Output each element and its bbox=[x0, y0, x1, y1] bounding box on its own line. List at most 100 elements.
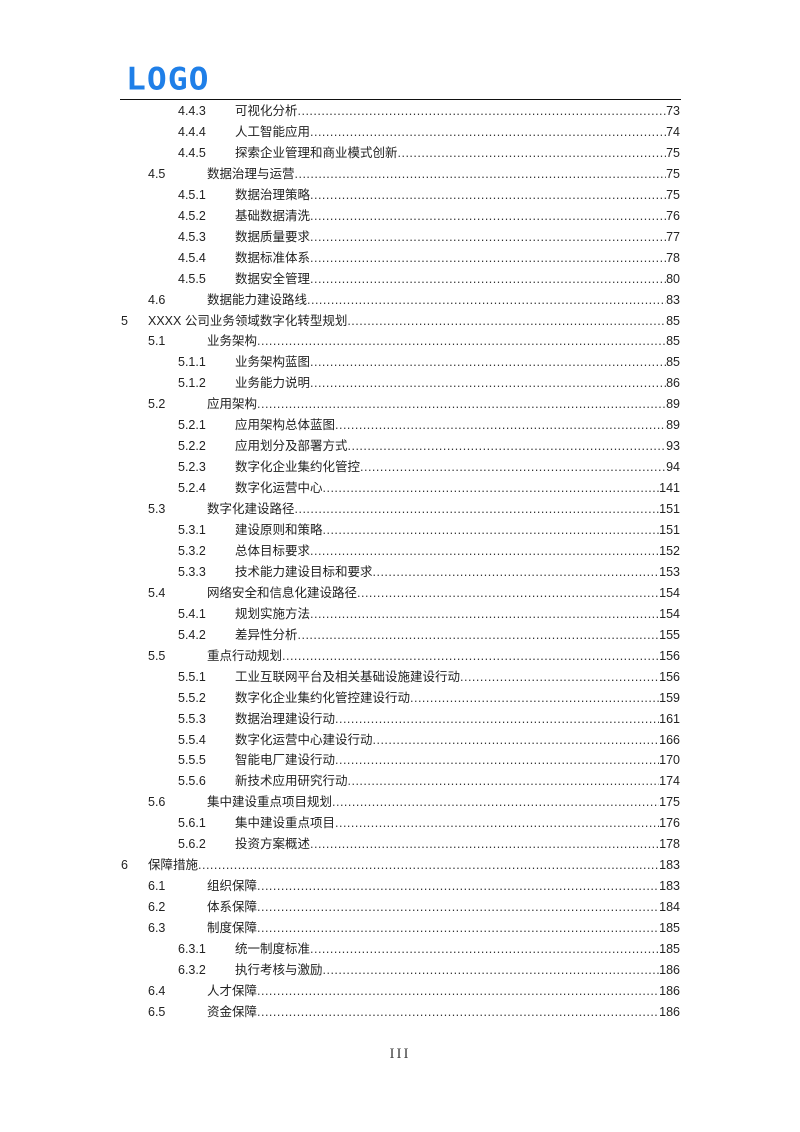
toc-entry[interactable]: 6.2 体系保障.................................… bbox=[148, 897, 680, 917]
toc-entry[interactable]: 4.5.3 数据质量要求.............................… bbox=[178, 227, 680, 247]
toc-entry[interactable]: 4.5.4 数据标准体系.............................… bbox=[178, 248, 680, 268]
toc-entry[interactable]: 4.5.1 数据治理策略.............................… bbox=[178, 185, 680, 205]
toc-entry[interactable]: 4.4.5 探索企业管理和商业模式创新......................… bbox=[178, 143, 680, 163]
toc-entry-title: 业务架构蓝图 bbox=[235, 355, 311, 370]
toc-entry[interactable]: 5.2.4 数字化运营中心............................… bbox=[178, 478, 680, 498]
toc-entry-number: 6.3.2 bbox=[178, 962, 206, 977]
toc-entry-number: 5.4.1 bbox=[178, 606, 206, 621]
toc-entry-number: 5.5.3 bbox=[178, 711, 206, 726]
toc-entry-page: 77 bbox=[666, 229, 680, 244]
toc-entry[interactable]: 5.4 网络安全和信息化建设路径.........................… bbox=[148, 583, 680, 603]
toc-entry-number: 5.1.1 bbox=[178, 355, 206, 370]
toc-entry[interactable]: 4.5.5 数据安全管理.............................… bbox=[178, 269, 680, 289]
toc-entry[interactable]: 5.2.2 应用划分及部署方式..........................… bbox=[178, 436, 680, 456]
toc-entry-number: 5.3.2 bbox=[178, 543, 206, 558]
toc-entry-title: 体系保障 bbox=[207, 900, 258, 915]
toc-entry[interactable]: 5.5 重点行动规划...............................… bbox=[148, 646, 680, 666]
toc-entry[interactable]: 5.3.2 总体目标要求.............................… bbox=[178, 541, 680, 561]
toc-entry[interactable]: 5.6.2 投资方案概述.............................… bbox=[178, 834, 680, 854]
toc-entry[interactable]: 4.5.2 基础数据清洗.............................… bbox=[178, 206, 680, 226]
dot-leader: ........................................… bbox=[310, 250, 666, 265]
toc-entry[interactable]: 5.5.6 新技术应用研究行动..........................… bbox=[178, 771, 680, 791]
toc-entry[interactable]: 5.3 数字化建设路径..............................… bbox=[148, 499, 680, 519]
toc-entry-number: 6.1 bbox=[148, 879, 166, 894]
toc-entry[interactable]: 5.2 应用架构.................................… bbox=[148, 394, 680, 414]
toc-entry-page: 185 bbox=[659, 942, 680, 956]
toc-entry-page: 183 bbox=[659, 858, 680, 873]
toc-entry-title: 规划实施方法 bbox=[235, 606, 311, 621]
toc-entry-page: 152 bbox=[659, 543, 680, 558]
toc-entry[interactable]: 5.1.2 业务能力说明.............................… bbox=[178, 373, 680, 393]
dot-leader: ........................................… bbox=[410, 690, 659, 705]
dot-leader: ........................................… bbox=[297, 627, 660, 642]
toc-entry[interactable]: 4.4.3 可视化分析..............................… bbox=[178, 101, 680, 121]
toc-entry-page: 80 bbox=[666, 271, 680, 286]
toc-entry[interactable]: 5.5.5 智能电厂建设行动...........................… bbox=[178, 750, 680, 770]
toc-entry[interactable]: 6.3 制度保障.................................… bbox=[148, 918, 680, 938]
toc-entry-title: 总体目标要求 bbox=[235, 543, 311, 558]
toc-entry[interactable]: 4.4.4 人工智能应用.............................… bbox=[178, 122, 680, 142]
toc-entry-page: 184 bbox=[659, 900, 680, 915]
toc-entry-page: 141 bbox=[659, 481, 680, 496]
toc-entry-page: 89 bbox=[666, 397, 680, 412]
toc-entry-title: 集中建设重点项目 bbox=[235, 816, 336, 831]
toc-entry-page: 154 bbox=[659, 585, 680, 600]
toc-entry-number: 5.6 bbox=[148, 795, 166, 810]
toc-entry[interactable]: 6.4 人才保障.................................… bbox=[148, 981, 680, 1001]
dot-leader: ........................................… bbox=[347, 774, 660, 789]
toc-entry-page: 94 bbox=[666, 460, 680, 475]
toc-entry[interactable]: 6 保障措施...................................… bbox=[121, 855, 680, 875]
toc-entry-page: 85 bbox=[666, 313, 680, 328]
toc-entry-title: 人工智能应用 bbox=[235, 124, 311, 139]
toc-entry-page: 85 bbox=[666, 355, 680, 370]
toc-entry[interactable]: 5.5.2 数字化企业集约化管控建设行动.....................… bbox=[178, 688, 680, 708]
dot-leader: ........................................… bbox=[307, 292, 666, 307]
toc-entry[interactable]: 5 XXXX 公司业务领域数字化转型规划.....................… bbox=[121, 311, 680, 331]
toc-entry-number: 5.2.3 bbox=[178, 460, 206, 475]
toc-entry-page: 185 bbox=[659, 921, 680, 936]
toc-entry-number: 4.5.5 bbox=[178, 271, 206, 286]
toc-entry-number: 5.1 bbox=[148, 334, 166, 349]
toc-entry-page: 166 bbox=[659, 732, 680, 747]
toc-entry[interactable]: 5.2.1 应用架构总体蓝图...........................… bbox=[178, 415, 680, 435]
toc-entry-title: 新技术应用研究行动 bbox=[235, 774, 348, 789]
toc-entry[interactable]: 5.3.1 建设原则和策略............................… bbox=[178, 520, 680, 540]
toc-entry-page: 153 bbox=[659, 564, 680, 579]
toc-entry[interactable]: 4.5 数据治理与运营..............................… bbox=[148, 164, 680, 184]
toc-entry[interactable]: 5.5.4 数字化运营中心建设行动........................… bbox=[178, 730, 680, 750]
toc-entry[interactable]: 5.6 集中建设重点项目规划...........................… bbox=[148, 792, 680, 812]
toc-entry-title: 数据标准体系 bbox=[235, 250, 311, 265]
toc-entry[interactable]: 6.1 组织保障.................................… bbox=[148, 876, 680, 896]
dot-leader: ........................................… bbox=[257, 334, 667, 349]
dot-leader: ........................................… bbox=[347, 439, 667, 454]
dot-leader: ........................................… bbox=[257, 397, 667, 412]
dot-leader: ........................................… bbox=[257, 1004, 660, 1019]
toc-entry-page: 83 bbox=[666, 292, 680, 307]
toc-entry-page: 170 bbox=[659, 753, 680, 768]
toc-entry[interactable]: 4.6 数据能力建设路线.............................… bbox=[148, 290, 680, 310]
toc-entry[interactable]: 5.5.1 工业互联网平台及相关基础设施建设行动.................… bbox=[178, 667, 680, 687]
toc-entry[interactable]: 5.4.1 规划实施方法.............................… bbox=[178, 604, 680, 624]
dot-leader: ........................................… bbox=[372, 732, 660, 747]
toc-entry[interactable]: 5.5.3 数据治理建设行动...........................… bbox=[178, 709, 680, 729]
toc-entry[interactable]: 6.3.1 统一制度标准.............................… bbox=[178, 939, 680, 959]
toc-entry[interactable]: 5.3.3 技术能力建设目标和要求........................… bbox=[178, 562, 680, 582]
toc-entry[interactable]: 5.1 业务架构.................................… bbox=[148, 331, 680, 351]
dot-leader: ........................................… bbox=[294, 502, 660, 517]
toc-entry[interactable]: 5.4.2 差异性分析..............................… bbox=[178, 625, 680, 645]
toc-entry[interactable]: 6.5 资金保障.................................… bbox=[148, 1002, 680, 1022]
dot-leader: ........................................… bbox=[310, 376, 666, 391]
toc-entry[interactable]: 5.2.3 数字化企业集约化管控.........................… bbox=[178, 457, 680, 477]
toc-entry-title: 基础数据清洗 bbox=[235, 208, 311, 223]
toc-entry-number: 5.2 bbox=[148, 397, 166, 412]
toc-entry-title: 执行考核与激励 bbox=[235, 962, 323, 977]
toc-entry[interactable]: 6.3.2 执行考核与激励............................… bbox=[178, 960, 680, 980]
toc-entry[interactable]: 5.1.1 业务架构蓝图.............................… bbox=[178, 352, 680, 372]
toc-entry[interactable]: 5.6.1 集中建设重点项目...........................… bbox=[178, 813, 680, 833]
dot-leader: ........................................… bbox=[198, 858, 659, 873]
toc-entry-number: 5.3.1 bbox=[178, 523, 206, 537]
page-number: III bbox=[389, 1046, 411, 1062]
toc-entry-number: 5.1.2 bbox=[178, 376, 206, 391]
toc-entry-page: 156 bbox=[659, 648, 680, 663]
toc-entry-title: 数据质量要求 bbox=[235, 229, 311, 244]
